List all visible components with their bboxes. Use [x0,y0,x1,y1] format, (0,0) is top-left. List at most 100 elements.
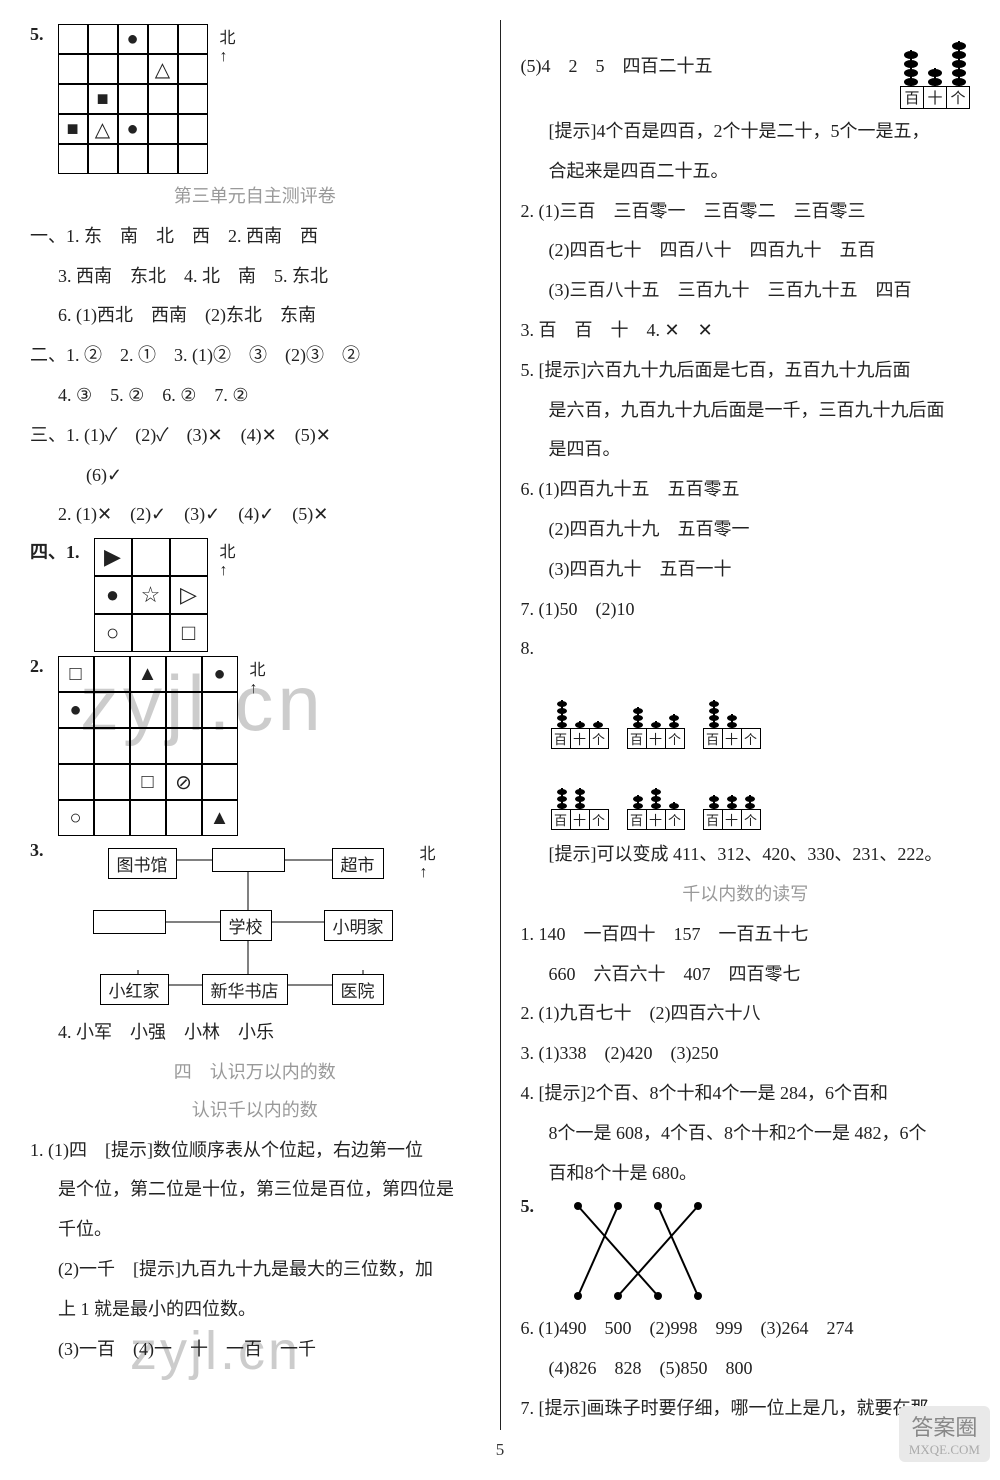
four1-block: 四、1. ▶●☆▷○□ 北↑ [30,538,480,652]
grid-cell: ⊘ [166,764,202,800]
box-hospital: 医院 [332,974,384,1005]
page-number: 5 [20,1440,980,1460]
left-column: 5. ●△■■△● 北↑ 第三单元自主测评卷 一、1. 东 南 北 西 2. 西… [20,20,490,1430]
four1-grid: ▶●☆▷○□ [94,538,208,652]
box-xiaoming: 小明家 [324,910,393,941]
u4-q1-3: 千位。 [30,1211,480,1249]
grid-cell [118,144,148,174]
r-q6-2: (2)四百九十九 五百零一 [521,511,971,549]
grid-cell [94,692,130,728]
grid-cell [58,764,94,800]
r-hint1a: [提示]4个百是四百，2个十是二十，5个一是五， [521,113,971,151]
r-q8-label: 8. [521,630,971,668]
u3-l1: 一、1. 东 南 北 西 2. 西南 西 [30,218,480,256]
grid-cell [178,54,208,84]
grid-cell [118,54,148,84]
u3-l4: 二、1. ② 2. ① 3. (1)② ③ (2)③ ② [30,337,480,375]
r-q8-hint: [提示]可以变成 411、312、420、330、231、222。 [521,836,971,874]
r2-q3: 3. (1)338 (2)420 (3)250 [521,1035,971,1073]
grid-cell: □ [58,656,94,692]
box-bookstore: 新华书店 [202,974,288,1005]
grid-cell [118,84,148,114]
four3-diagram: 图书馆 超市 学校 小明家 小红家 新华书店 医院 [88,840,408,1010]
grid-cell [94,764,130,800]
r-hint1b: 合起来是四百二十五。 [521,153,971,191]
four2-label: 2. [30,656,44,677]
grid-cell [178,144,208,174]
r-q3: 3. 百 百 十 4. ✕ ✕ [521,312,971,350]
four4-line: 4. 小军 小强 小林 小乐 [30,1014,480,1052]
r2-q4b: 8个一是 608，4个百、8个十和2个一是 482，6个 [521,1115,971,1153]
r2-q5-label: 5. [521,1196,535,1217]
u3-l8: 2. (1)✕ (2)✓ (3)✓ (4)✓ (5)✕ [30,496,480,534]
r2-q4c: 百和8个十是 680。 [521,1155,971,1193]
watermark-badge: 答案圈 MXQE.COM [899,1406,990,1462]
grid-cell [88,24,118,54]
box-library: 图书馆 [108,848,177,879]
grid-cell: ● [58,692,94,728]
grid-cell [148,84,178,114]
box-school: 学校 [220,910,272,941]
grid-cell: ● [202,656,238,692]
abacus: 百十个 [551,676,609,749]
unit4-sub1: 认识千以内的数 [30,1092,480,1130]
grid-cell: ☆ [132,576,170,614]
r2-q5-row: 5. [521,1196,971,1306]
grid-cell [170,538,208,576]
grid-cell [202,728,238,764]
u4-q1-1: 1. (1)四 [提示]数位顺序表从个位起，右边第一位 [30,1132,480,1170]
u4-q1-2: 是个位，第二位是十位，第三位是百位，第四位是 [30,1171,480,1209]
grid-cell [132,614,170,652]
grid-cell: ▲ [202,800,238,836]
grid-cell [58,144,88,174]
grid-cell [178,84,208,114]
u3-l7: (6)✓ [30,457,480,495]
r-q6-1: 6. (1)四百九十五 五百零五 [521,471,971,509]
grid-cell: ● [118,24,148,54]
r-q5c: 是四百。 [521,431,971,469]
unit3-title: 第三单元自主测评卷 [30,178,480,216]
u3-l6: 三、1. (1)✓ (2)✓ (3)✕ (4)✕ (5)✕ [30,417,480,455]
matching-diagram [568,1196,708,1306]
r-q5b: 是六百，九百九十九后面是一千，三百九十九后面 [521,392,971,430]
grid-cell [166,728,202,764]
r-q5-text: (5)4 2 5 四百二十五 [521,48,895,86]
north-label: 北↑ [220,24,236,66]
r-q5a: 5. [提示]六百九十九后面是七百，五百九十九后面 [521,352,971,390]
r-q8-row2: 百十个百十个百十个 [551,757,971,830]
grid-cell: ● [118,114,148,144]
box-empty-top [212,848,285,872]
r-q2-1: 2. (1)三百 三百零一 三百零二 三百零三 [521,193,971,231]
column-divider [500,20,501,1430]
grid-cell [130,728,166,764]
grid-cell [94,656,130,692]
r2-q1a: 1. 140 一百四十 157 一百五十七 [521,916,971,954]
abacus: 百十个 [627,676,685,749]
grid-cell [58,24,88,54]
r-q8-row1: 百十个百十个百十个 [551,676,971,749]
grid-cell [202,764,238,800]
grid-cell [130,800,166,836]
grid-cell: ▷ [170,576,208,614]
r2-q6b: (4)826 828 (5)850 800 [521,1350,971,1388]
grid-cell: □ [130,764,166,800]
u4-q1-6: (3)一百 (4)一 十 一百 一千 [30,1331,480,1369]
grid-cell: ○ [94,614,132,652]
unit4-title: 四 认识万以内的数 [30,1054,480,1092]
four2-grid: □▲●●□⊘○▲ [58,656,238,836]
abacus: 百十个 [703,757,761,830]
r-q5-row: (5)4 2 5 四百二十五 百十个 [521,24,971,109]
four2-north: 北↑ [250,656,266,698]
u3-l5: 4. ③ 5. ② 6. ② 7. ② [30,377,480,415]
r-q2-2: (2)四百七十 四百八十 四百九十 五百 [521,232,971,270]
box-empty-left [93,910,166,934]
right-column: (5)4 2 5 四百二十五 百十个 [提示]4个百是四百，2个十是二十，5个一… [511,20,981,1430]
grid-cell: ▲ [130,656,166,692]
grid-cell [58,728,94,764]
grid-cell: △ [148,54,178,84]
grid-cell: ■ [88,84,118,114]
grid-cell: △ [88,114,118,144]
grid-cell [166,656,202,692]
grid-cell [94,728,130,764]
u3-l2: 3. 西南 东北 4. 北 南 5. 东北 [30,258,480,296]
